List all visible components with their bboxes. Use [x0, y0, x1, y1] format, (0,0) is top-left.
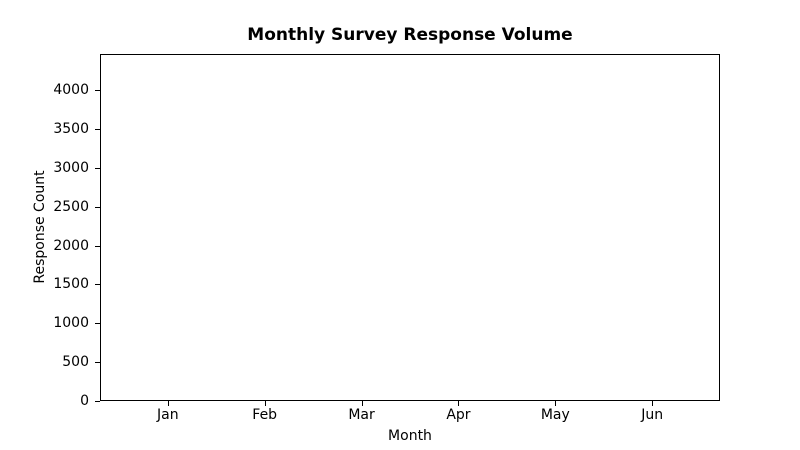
y-tick-label: 1000 [53, 315, 89, 332]
y-tick-label: 3000 [53, 159, 89, 176]
x-tick-mark [362, 401, 363, 406]
y-tick-mark [95, 207, 100, 208]
x-axis-label: Month [388, 428, 432, 444]
x-tick-mark [555, 401, 556, 406]
y-tick-label: 2000 [53, 237, 89, 254]
x-tick-label: Jan [157, 407, 179, 423]
y-tick-label: 500 [62, 354, 89, 371]
x-tick-label: Mar [348, 407, 375, 423]
plot-area [100, 54, 720, 401]
x-tick-mark [168, 401, 169, 406]
y-tick-mark [95, 246, 100, 247]
y-tick-mark [95, 362, 100, 363]
x-tick-mark [652, 401, 653, 406]
x-tick-label: Apr [446, 407, 471, 423]
y-tick-label: 3500 [53, 120, 89, 137]
x-tick-label: Jun [641, 407, 664, 423]
y-tick-label: 1500 [53, 276, 89, 293]
x-tick-mark [458, 401, 459, 406]
x-tick-label: May [540, 407, 570, 423]
y-tick-mark [95, 284, 100, 285]
y-tick-label: 2500 [53, 198, 89, 215]
y-tick-mark [95, 90, 100, 91]
y-tick-mark [95, 129, 100, 130]
y-tick-label: 4000 [53, 82, 89, 99]
y-tick-mark [95, 401, 100, 402]
x-tick-label: Feb [252, 407, 278, 423]
y-axis-label: Response Count [32, 170, 48, 284]
chart-title: Monthly Survey Response Volume [247, 25, 573, 45]
y-tick-mark [95, 323, 100, 324]
y-tick-label: 0 [80, 393, 89, 409]
y-tick-mark [95, 168, 100, 169]
x-tick-mark [265, 401, 266, 406]
